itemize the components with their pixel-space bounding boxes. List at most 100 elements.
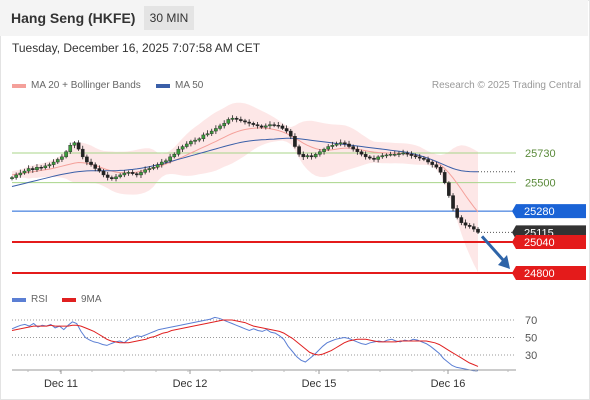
ma50-line [11, 137, 478, 187]
candle-body [143, 169, 147, 173]
ma50-label: MA 50 [175, 80, 204, 91]
candle-body [401, 152, 405, 155]
legend-9ma: 9MA [62, 294, 102, 305]
candle-body [97, 168, 102, 172]
bollinger-label: MA 20 + Bollinger Bands [31, 80, 141, 91]
candle-body [351, 146, 355, 150]
rsi-9ma-line [11, 319, 479, 367]
candle-body [205, 133, 210, 136]
timeframe-button[interactable]: 30 MIN [144, 6, 194, 30]
candle-body [51, 161, 56, 165]
candle-body [409, 154, 414, 156]
candle-body [259, 125, 264, 128]
candle-body [388, 154, 393, 156]
candle-body [313, 154, 318, 158]
candle-body [322, 148, 326, 152]
candle-body [105, 174, 110, 178]
candle-body [297, 146, 301, 155]
candle-body [280, 125, 285, 129]
candle-body [135, 173, 139, 176]
candle-body [234, 117, 239, 120]
candle-body [164, 160, 168, 163]
candle-body [463, 222, 468, 226]
candle-body [22, 170, 27, 174]
forecast-arrow-line [480, 235, 506, 262]
x-tick-label: Dec 11 [44, 378, 78, 390]
candle-body [10, 177, 14, 180]
candle-body [226, 119, 231, 124]
rsi-label: RSI [31, 294, 48, 305]
candle-body [201, 134, 206, 140]
candle-body [122, 172, 127, 176]
rsi-swatch [12, 297, 26, 302]
ma50-swatch [156, 83, 170, 88]
x-tick-label: Dec 16 [431, 378, 466, 390]
candle-body [39, 166, 43, 169]
candle-body [60, 156, 64, 160]
candle-body [159, 161, 164, 165]
candle-body [343, 142, 347, 145]
x-tick-label: Dec 12 [173, 378, 208, 390]
candle-body [405, 152, 410, 155]
level-tag-25280 [512, 204, 586, 219]
candle-body [372, 157, 376, 160]
candle-body [76, 142, 81, 150]
bollinger-swatch [12, 83, 26, 88]
candle-body [243, 120, 247, 123]
candle-body [338, 142, 343, 145]
level-tag-24800 [512, 266, 586, 280]
candle-body [268, 124, 272, 127]
instrument-title: Hang Seng (HKFE) [11, 10, 136, 26]
level-label-24800: 24800 [524, 268, 555, 280]
rsi-tick-label: 30 [525, 350, 537, 362]
candle-body [363, 154, 368, 158]
candle-body [209, 130, 214, 134]
candle-body [447, 182, 451, 196]
candle-body [288, 130, 293, 137]
candle-body [359, 151, 364, 155]
candle-body [180, 146, 185, 150]
candle-body [168, 156, 172, 161]
candle-body [31, 168, 35, 170]
candle-body [118, 174, 122, 178]
candle-body [155, 164, 160, 168]
candles [10, 115, 480, 235]
candle-body [309, 155, 314, 158]
candle-body [218, 125, 222, 129]
candle-body [326, 146, 331, 150]
candle-body [101, 170, 106, 176]
candle-body [64, 151, 68, 158]
candle-body [251, 123, 256, 125]
candle-body [55, 159, 60, 163]
candle-body [189, 141, 193, 145]
candle-body [72, 142, 77, 146]
candle-body [26, 168, 31, 172]
candle-body [318, 151, 322, 155]
candle-body [276, 125, 281, 127]
candle-body [239, 119, 243, 121]
candle-body [255, 124, 260, 127]
candle-body [413, 155, 418, 158]
candle-body [139, 172, 143, 176]
rsi-tick-label: 50 [525, 333, 537, 345]
candle-body [397, 153, 401, 155]
timestamp: Tuesday, December 16, 2025 7:07:58 AM CE… [12, 41, 261, 55]
candle-body [305, 155, 310, 158]
candle-body [417, 156, 422, 159]
candle-body [147, 168, 152, 170]
candle-body [426, 159, 430, 163]
candle-body [14, 174, 18, 178]
candle-body [85, 156, 89, 163]
credit-text: Research © 2025 Trading Central [431, 80, 581, 91]
candle-body [43, 165, 48, 169]
chart-header: Hang Seng (HKFE) 30 MIN [0, 0, 588, 36]
candle-body [35, 166, 39, 170]
candle-body [284, 128, 289, 132]
candle-body [330, 145, 335, 147]
level-label-25040: 25040 [524, 237, 555, 249]
forecast-arrow-head [498, 255, 510, 269]
candle-body [130, 172, 135, 174]
x-tick-label: Dec 15 [302, 378, 337, 390]
candle-body [222, 123, 226, 127]
